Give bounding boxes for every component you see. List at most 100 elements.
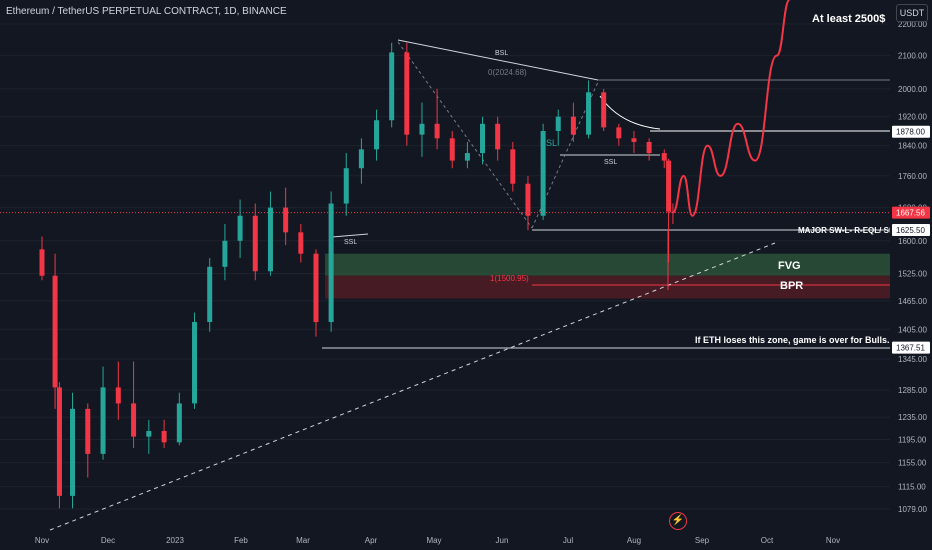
price-level-label: 1878.00 (896, 128, 925, 137)
candle-body (555, 116, 561, 132)
candle-body (646, 141, 652, 154)
currency-button[interactable]: USDT (896, 4, 928, 22)
price-tick-label: 1285.00 (898, 386, 927, 395)
time-tick-label: May (426, 536, 441, 545)
time-tick-label: Nov (35, 536, 49, 545)
candle-body (115, 387, 121, 404)
price-tick-label: 1840.00 (898, 142, 927, 151)
price-tick-label: 1235.00 (898, 413, 927, 422)
price-tick-label: 1465.00 (898, 297, 927, 306)
fib-0-label: 0(2024.68) (488, 68, 527, 77)
candle-body (70, 408, 76, 496)
chart-grid (0, 23, 890, 510)
price-tick-label: 1525.00 (898, 269, 927, 278)
candle-body (85, 408, 91, 454)
candle-body (52, 275, 58, 388)
time-tick-label: Jul (563, 536, 573, 545)
time-tick-label: Mar (296, 536, 310, 545)
lightning-icon[interactable]: ⚡ (669, 512, 687, 530)
candle-body (222, 240, 228, 267)
candle-body (464, 153, 470, 161)
price-tick-label: 1195.00 (898, 435, 927, 444)
candle-body (39, 249, 45, 276)
symbol-title: Ethereum / TetherUS PERPETUAL CONTRACT, … (6, 6, 287, 17)
price-axis[interactable]: 2200.00 2100.00 2000.00 1920.00 1840.00 1760.… (890, 0, 932, 550)
candle-body (419, 123, 425, 135)
bpr-zone (325, 275, 890, 299)
candle-body (586, 92, 592, 135)
fib-diagonal-1 (397, 41, 533, 229)
candle-body (374, 120, 380, 150)
current-price-label: 1667.56 (896, 209, 925, 218)
candle-body (404, 52, 410, 135)
price-tick-label: 1115.00 (898, 483, 926, 492)
price-level-badge (892, 224, 930, 237)
candle-body (495, 123, 501, 150)
price-tick-label: 1079.00 (898, 505, 927, 514)
candle-body (298, 232, 304, 254)
fvg-zone (325, 253, 890, 276)
candle-body (343, 168, 349, 204)
candle-body (267, 207, 273, 272)
bsl-trendline (397, 39, 599, 81)
candle-body (480, 123, 486, 154)
price-level-badge (892, 125, 930, 138)
candle-body (525, 183, 531, 216)
time-axis[interactable]: Nov Dec 2023 Feb Mar Apr May Jun Jul Aug Sep Oct Nov (35, 536, 840, 545)
price-axis-background (890, 0, 932, 550)
target-label: At least 2500$ (812, 13, 885, 25)
ssl-label-mar: SSL (344, 239, 357, 246)
chart-drawings (0, 39, 890, 531)
candle-body (601, 92, 607, 128)
candle-body (449, 138, 455, 161)
major-level-label: MAJOR SW-L- R-EQL/ SSL (798, 226, 899, 235)
ssl-line-mar (331, 233, 369, 238)
candle-body (313, 253, 319, 323)
candle-body (389, 52, 395, 121)
price-level-label: 1367.51 (896, 344, 925, 353)
candle-body (131, 403, 137, 437)
time-tick-label: Apr (365, 536, 378, 545)
bpr-label: BPR (780, 280, 803, 292)
candle-body (616, 127, 622, 139)
warning-label: If ETH loses this zone, game is over for… (695, 335, 890, 345)
time-tick-label: Aug (627, 536, 641, 545)
candle-body (146, 430, 152, 437)
candle-body (252, 215, 258, 272)
bsl-label-top: BSL (495, 50, 508, 57)
time-tick-label: Nov (826, 536, 840, 545)
price-tick-label: 1405.00 (898, 325, 927, 334)
time-tick-label: Sep (695, 536, 710, 545)
candle-body (540, 131, 546, 216)
candle-body (56, 387, 62, 496)
candle-body (510, 149, 516, 184)
candle-body (358, 149, 364, 169)
candle-body (434, 123, 440, 139)
price-level-badge (892, 341, 930, 354)
annotation-labels: BSL 0(2024.68) BSL SSL SSL 1(1500.95) MAJOR SW… (344, 13, 899, 345)
projection-line (671, 0, 791, 217)
time-tick-label: Dec (101, 536, 115, 545)
candle-body (283, 207, 289, 233)
ssl-label-jul: SSL (604, 159, 617, 166)
candlestick-series (39, 42, 676, 509)
projection-path (671, 0, 791, 217)
rising-trendline (49, 242, 776, 531)
price-tick-label: 1760.00 (898, 172, 927, 181)
price-tick-label: 2000.00 (898, 85, 927, 94)
price-tick-label: 1920.00 (898, 113, 927, 122)
price-tick-label: 2100.00 (898, 52, 927, 61)
price-level-label: 1625.50 (896, 226, 925, 235)
candle-body (207, 266, 213, 323)
price-tick-label: 2200.00 (898, 20, 927, 29)
candle-body (161, 430, 167, 443)
time-tick-label: 2023 (166, 536, 184, 545)
candle-body (666, 160, 672, 212)
candle-body (328, 203, 334, 323)
candle-body (176, 403, 182, 443)
current-price-badge (892, 206, 930, 219)
candle-body (237, 215, 243, 241)
bsl-label-mid: BSL (540, 138, 557, 148)
time-tick-label: Jun (496, 536, 509, 545)
